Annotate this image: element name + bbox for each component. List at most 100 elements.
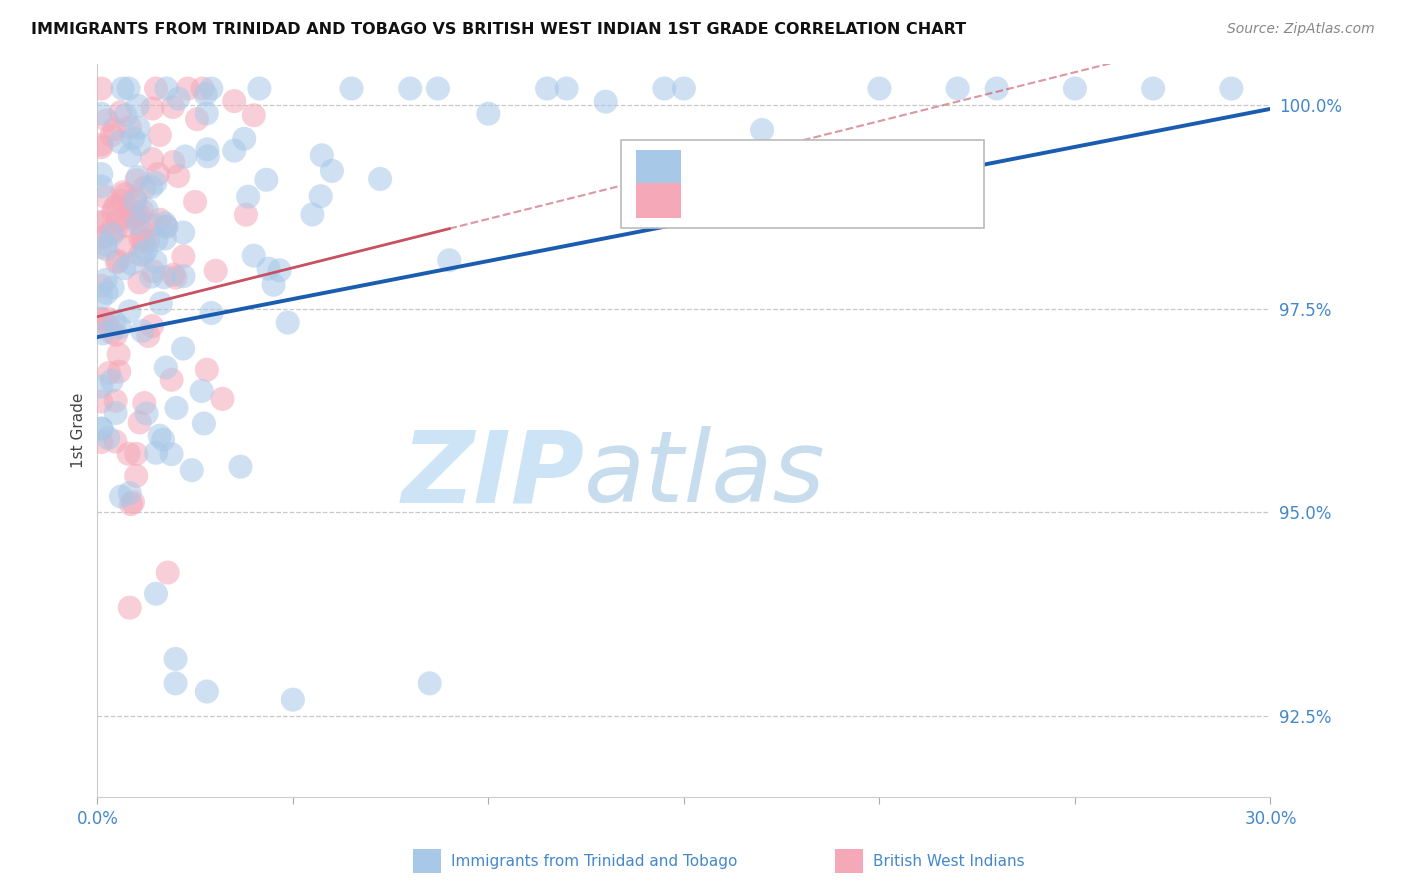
Point xyxy=(118,486,141,500)
Point xyxy=(104,434,127,449)
Point xyxy=(90,312,112,326)
Point xyxy=(277,316,299,330)
Point xyxy=(153,231,176,245)
Point xyxy=(96,285,118,300)
Point xyxy=(118,600,141,615)
Point xyxy=(134,396,156,410)
Point xyxy=(90,240,112,254)
Point xyxy=(108,365,131,379)
Point xyxy=(112,261,135,276)
Point xyxy=(117,81,139,95)
Text: British West Indians: British West Indians xyxy=(873,854,1025,869)
Point xyxy=(946,81,969,95)
Point xyxy=(127,169,149,184)
Point xyxy=(595,95,617,109)
Point xyxy=(180,463,202,477)
Point xyxy=(173,269,195,284)
Point xyxy=(162,155,184,169)
Point xyxy=(309,189,332,203)
Point xyxy=(128,416,150,430)
Point xyxy=(155,360,177,375)
Point xyxy=(125,210,148,224)
Point xyxy=(311,148,333,162)
Point xyxy=(145,587,167,601)
Point xyxy=(104,327,127,342)
Point xyxy=(165,676,187,690)
Text: 115: 115 xyxy=(824,159,858,177)
Point xyxy=(104,406,127,420)
Point xyxy=(152,433,174,447)
Point xyxy=(90,106,112,120)
Point xyxy=(654,81,676,95)
Point xyxy=(110,105,132,120)
Text: 0.288: 0.288 xyxy=(728,192,779,210)
Point xyxy=(129,232,152,246)
Point xyxy=(281,692,304,706)
Point xyxy=(184,194,207,209)
Point xyxy=(321,164,343,178)
Point xyxy=(242,249,264,263)
Point xyxy=(672,81,695,95)
Point xyxy=(132,247,155,261)
Point xyxy=(204,264,226,278)
Point xyxy=(104,223,127,237)
Point xyxy=(197,149,219,163)
Point xyxy=(128,207,150,221)
Point xyxy=(114,219,136,233)
Point xyxy=(118,148,141,162)
Point xyxy=(399,81,422,95)
Point xyxy=(118,304,141,318)
Point xyxy=(191,81,214,95)
Point xyxy=(439,253,461,268)
Point xyxy=(162,100,184,114)
Point xyxy=(124,210,146,224)
Point xyxy=(233,132,256,146)
Point xyxy=(100,374,122,388)
Point xyxy=(149,212,172,227)
Point xyxy=(90,421,112,435)
Text: R =: R = xyxy=(692,159,730,177)
Point xyxy=(94,190,117,204)
Point xyxy=(172,226,194,240)
Text: 92: 92 xyxy=(824,192,846,210)
Point xyxy=(90,290,112,304)
Text: atlas: atlas xyxy=(583,426,825,524)
Point xyxy=(111,186,134,200)
Text: IMMIGRANTS FROM TRINIDAD AND TOBAGO VS BRITISH WEST INDIAN 1ST GRADE CORRELATION: IMMIGRANTS FROM TRINIDAD AND TOBAGO VS B… xyxy=(31,22,966,37)
Point xyxy=(90,278,112,293)
Point xyxy=(186,112,208,127)
Point xyxy=(132,234,155,248)
Point xyxy=(145,446,167,460)
Point xyxy=(242,108,264,122)
Point xyxy=(269,263,291,277)
Point xyxy=(254,173,277,187)
Point xyxy=(155,219,177,234)
Point xyxy=(111,194,134,208)
Point xyxy=(127,217,149,231)
Point xyxy=(139,269,162,284)
Point xyxy=(90,179,112,194)
Point xyxy=(135,244,157,258)
Point xyxy=(751,123,773,137)
Point xyxy=(200,306,222,320)
Point xyxy=(145,81,167,95)
Point xyxy=(98,366,121,380)
Point xyxy=(90,81,112,95)
Point xyxy=(90,167,112,181)
Point xyxy=(146,167,169,181)
Point xyxy=(141,102,163,116)
Point xyxy=(136,234,159,248)
Point xyxy=(1142,81,1164,95)
Point xyxy=(90,311,112,326)
Point xyxy=(149,128,172,142)
Point xyxy=(167,169,190,183)
Point xyxy=(90,379,112,393)
Point xyxy=(125,447,148,461)
Point xyxy=(107,253,129,268)
Point xyxy=(90,216,112,230)
Point xyxy=(195,106,218,120)
Point xyxy=(236,189,259,203)
Point xyxy=(536,81,558,95)
Point xyxy=(117,447,139,461)
Point xyxy=(160,447,183,461)
